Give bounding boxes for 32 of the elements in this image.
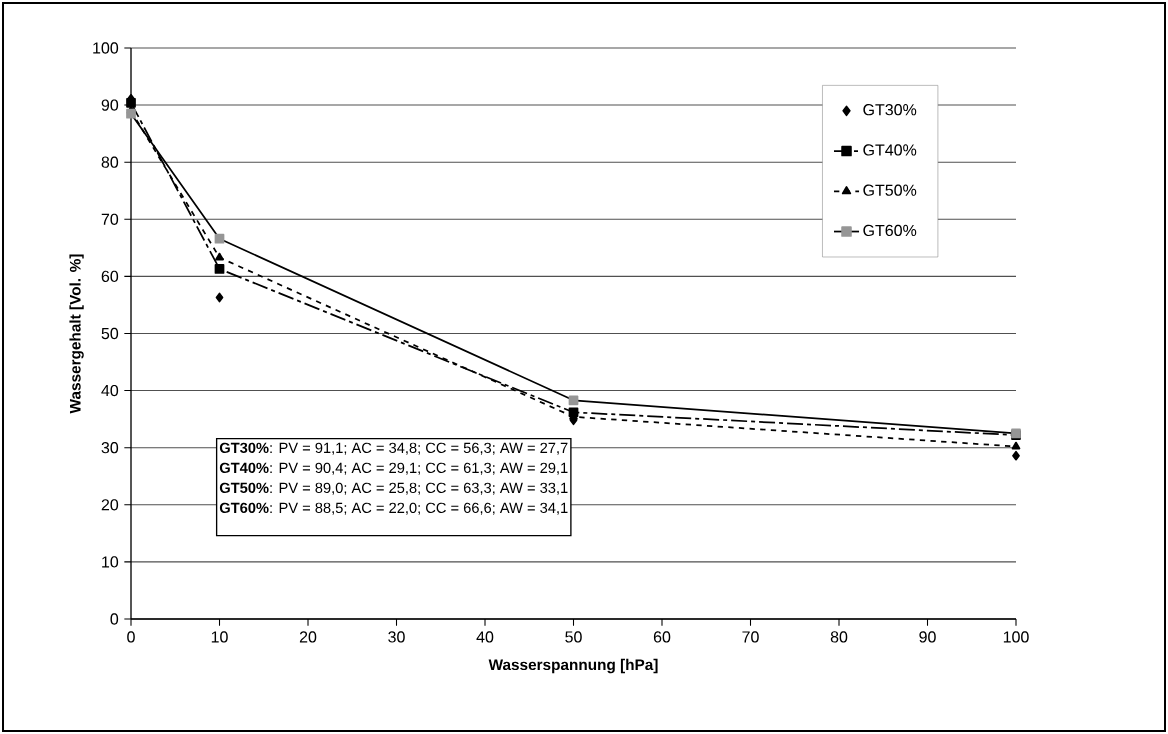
x-tick-label: 10 bbox=[211, 631, 228, 643]
x-tick-label: 50 bbox=[565, 631, 582, 643]
y-tick-label: 50 bbox=[101, 327, 119, 340]
annotation: GT40%: PV = 90,4; AC = 29,1; CC = 61,3; AW = 29,1 bbox=[219, 462, 568, 475]
y-tick-label: 60 bbox=[101, 270, 119, 283]
annotation: GT60%: PV = 88,5; AC = 22,0; CC = 66,6; AW = 34,1 bbox=[219, 502, 568, 515]
annotation: GT50%: PV = 89,0; AC = 25,8; CC = 63,3; AW = 33,1 bbox=[219, 482, 568, 495]
x-axis-title: Wasserspannung [hPa] bbox=[488, 658, 658, 674]
y-tick-label: 100 bbox=[93, 42, 119, 54]
y-tick-label: 40 bbox=[101, 384, 119, 397]
x-tick-label: 0 bbox=[127, 631, 135, 643]
x-tick-label: 100 bbox=[1003, 631, 1029, 643]
x-tick-label: 60 bbox=[653, 631, 671, 643]
legend-label: GT30% bbox=[863, 104, 917, 116]
y-tick-label: 10 bbox=[102, 556, 119, 568]
x-tick-label: 20 bbox=[299, 631, 317, 643]
legend-label: GT60% bbox=[863, 224, 917, 237]
y-tick-label: 30 bbox=[101, 442, 119, 454]
legend-label: GT40% bbox=[863, 144, 917, 156]
y-tick-label: 0 bbox=[110, 613, 119, 625]
x-tick-label: 70 bbox=[742, 631, 759, 643]
x-tick-label: 80 bbox=[830, 631, 848, 643]
y-tick-label: 20 bbox=[101, 499, 119, 511]
x-tick-label: 40 bbox=[476, 631, 494, 643]
y-axis-title: Wassergehalt [Vol. %] bbox=[69, 254, 84, 414]
y-tick-label: 90 bbox=[101, 99, 119, 111]
x-tick-label: 90 bbox=[919, 631, 936, 643]
y-tick-label: 80 bbox=[101, 156, 119, 168]
x-tick-label: 30 bbox=[388, 631, 405, 643]
y-tick-label: 70 bbox=[101, 213, 119, 225]
legend-label: GT50% bbox=[863, 184, 917, 196]
annotation: GT30%: PV = 91,1; AC = 34,8; CC = 56,3; AW = 27,7 bbox=[219, 442, 568, 455]
